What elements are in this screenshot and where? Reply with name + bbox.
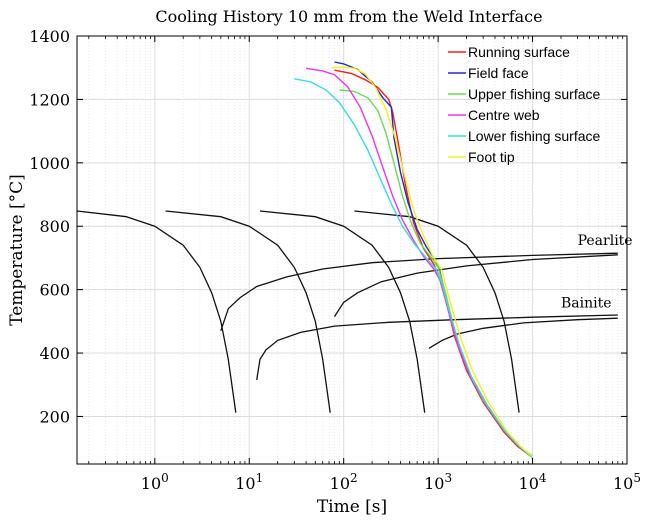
y-tick-label: 600 xyxy=(39,281,70,300)
x-tick-label: 102 xyxy=(330,471,358,493)
transformation-curve xyxy=(428,317,618,349)
transformation-curve xyxy=(220,252,618,332)
transformation-curve xyxy=(256,314,618,381)
y-tick-label: 1000 xyxy=(29,154,70,173)
curve-layer xyxy=(76,210,618,413)
x-tick-label: 104 xyxy=(519,471,547,493)
y-tick-label: 1200 xyxy=(29,90,70,109)
chart-title: Cooling History 10 mm from the Weld Inte… xyxy=(155,7,542,26)
grid-layer xyxy=(77,36,627,464)
legend-label-centre-web: Centre web xyxy=(468,107,540,123)
legend-label-field-face: Field face xyxy=(468,65,529,81)
y-tick-label: 200 xyxy=(39,407,70,426)
y-tick-label: 800 xyxy=(39,217,70,236)
series-line-foot-tip xyxy=(331,66,534,458)
plot-frame xyxy=(76,35,628,465)
x-tick-label: 101 xyxy=(235,471,263,493)
legend-label-running-surface: Running surface xyxy=(468,44,570,60)
y-tick-label: 1400 xyxy=(29,27,70,46)
annotation-layer: Pearlite Bainite xyxy=(561,233,633,311)
legend: Running surface Field face Upper fishing s… xyxy=(448,44,601,165)
transformation-curve xyxy=(333,254,618,317)
x-tick-label: 100 xyxy=(141,471,169,493)
cct-cooling-curve xyxy=(76,210,237,413)
x-axis-label: Time [s] xyxy=(317,497,387,517)
y-tick-label: 400 xyxy=(39,344,70,363)
legend-label-lower-fishing-surface: Lower fishing surface xyxy=(468,128,601,144)
x-tick-label: 103 xyxy=(424,471,452,493)
annotation-bainite: Bainite xyxy=(561,296,612,312)
cct-cooling-curve xyxy=(354,210,520,413)
y-axis-label: Temperature [°C] xyxy=(7,174,27,326)
series-layer xyxy=(294,61,534,459)
cct-cooling-curve xyxy=(165,210,331,413)
legend-label-upper-fishing-surface: Upper fishing surface xyxy=(468,86,601,102)
series-line-lower-fishing-surface xyxy=(294,78,534,459)
annotation-pearlite: Pearlite xyxy=(578,233,633,249)
tick-layer: 100 101 102 103 104 105 200 400 600 800 1000 1200 14… xyxy=(29,27,641,493)
x-tick-label: 105 xyxy=(613,471,641,493)
legend-label-foot-tip: Foot tip xyxy=(468,149,515,165)
cct-cooling-curve xyxy=(259,210,426,413)
